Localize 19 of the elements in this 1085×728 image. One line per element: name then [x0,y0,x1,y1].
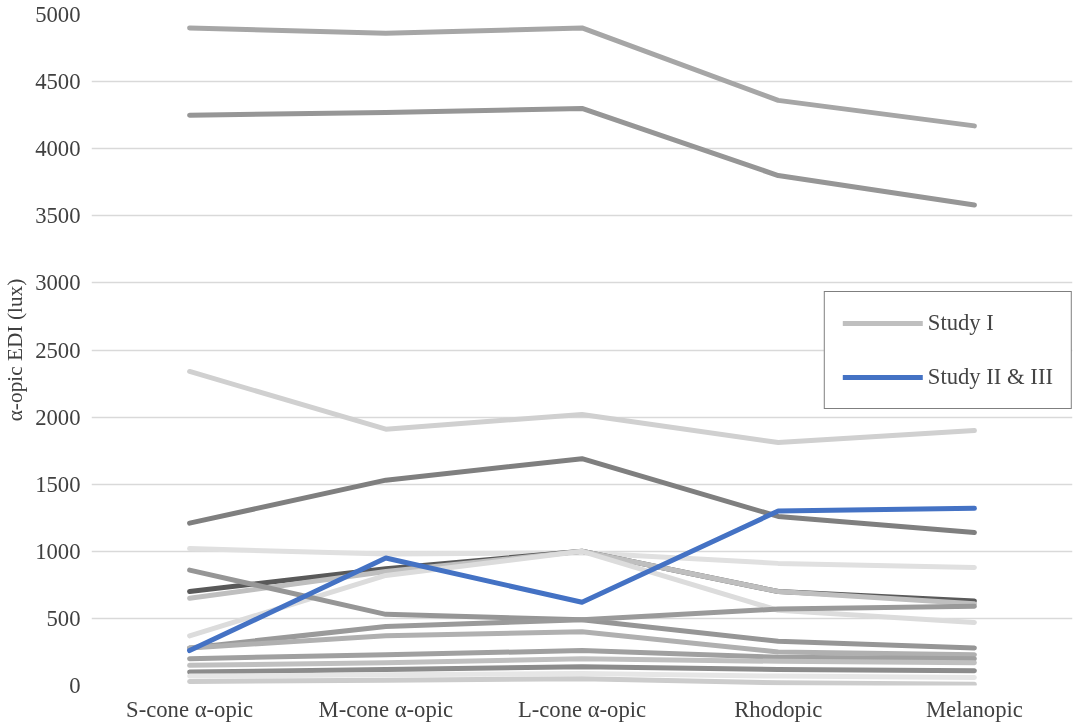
y-tick-label: 2500 [35,337,81,363]
x-tick-label: Rhodopic [734,696,823,722]
y-axis-title: α-opic EDI (lux) [3,278,28,422]
y-tick-label: 3000 [35,270,81,296]
legend-label: Study II & III [927,363,1053,390]
x-tick-label: M-cone α-opic [318,696,454,722]
y-tick-label: 4500 [35,69,81,95]
x-tick-label: Melanopic [925,696,1023,722]
y-tick-label: 5000 [35,2,81,27]
y-tick-label: 500 [46,605,81,631]
y-tick-label: 4000 [35,136,81,162]
x-tick-label: L-cone α-opic [517,696,647,722]
y-tick-label: 0 [69,673,81,698]
y-tick-label: 1500 [35,471,81,497]
y-tick-label: 2000 [35,404,81,430]
x-tick-label: S-cone α-opic [126,696,254,722]
y-tick-label: 1000 [35,538,81,564]
y-tick-label: 3500 [35,203,81,229]
legend-label: Study I [927,309,994,336]
